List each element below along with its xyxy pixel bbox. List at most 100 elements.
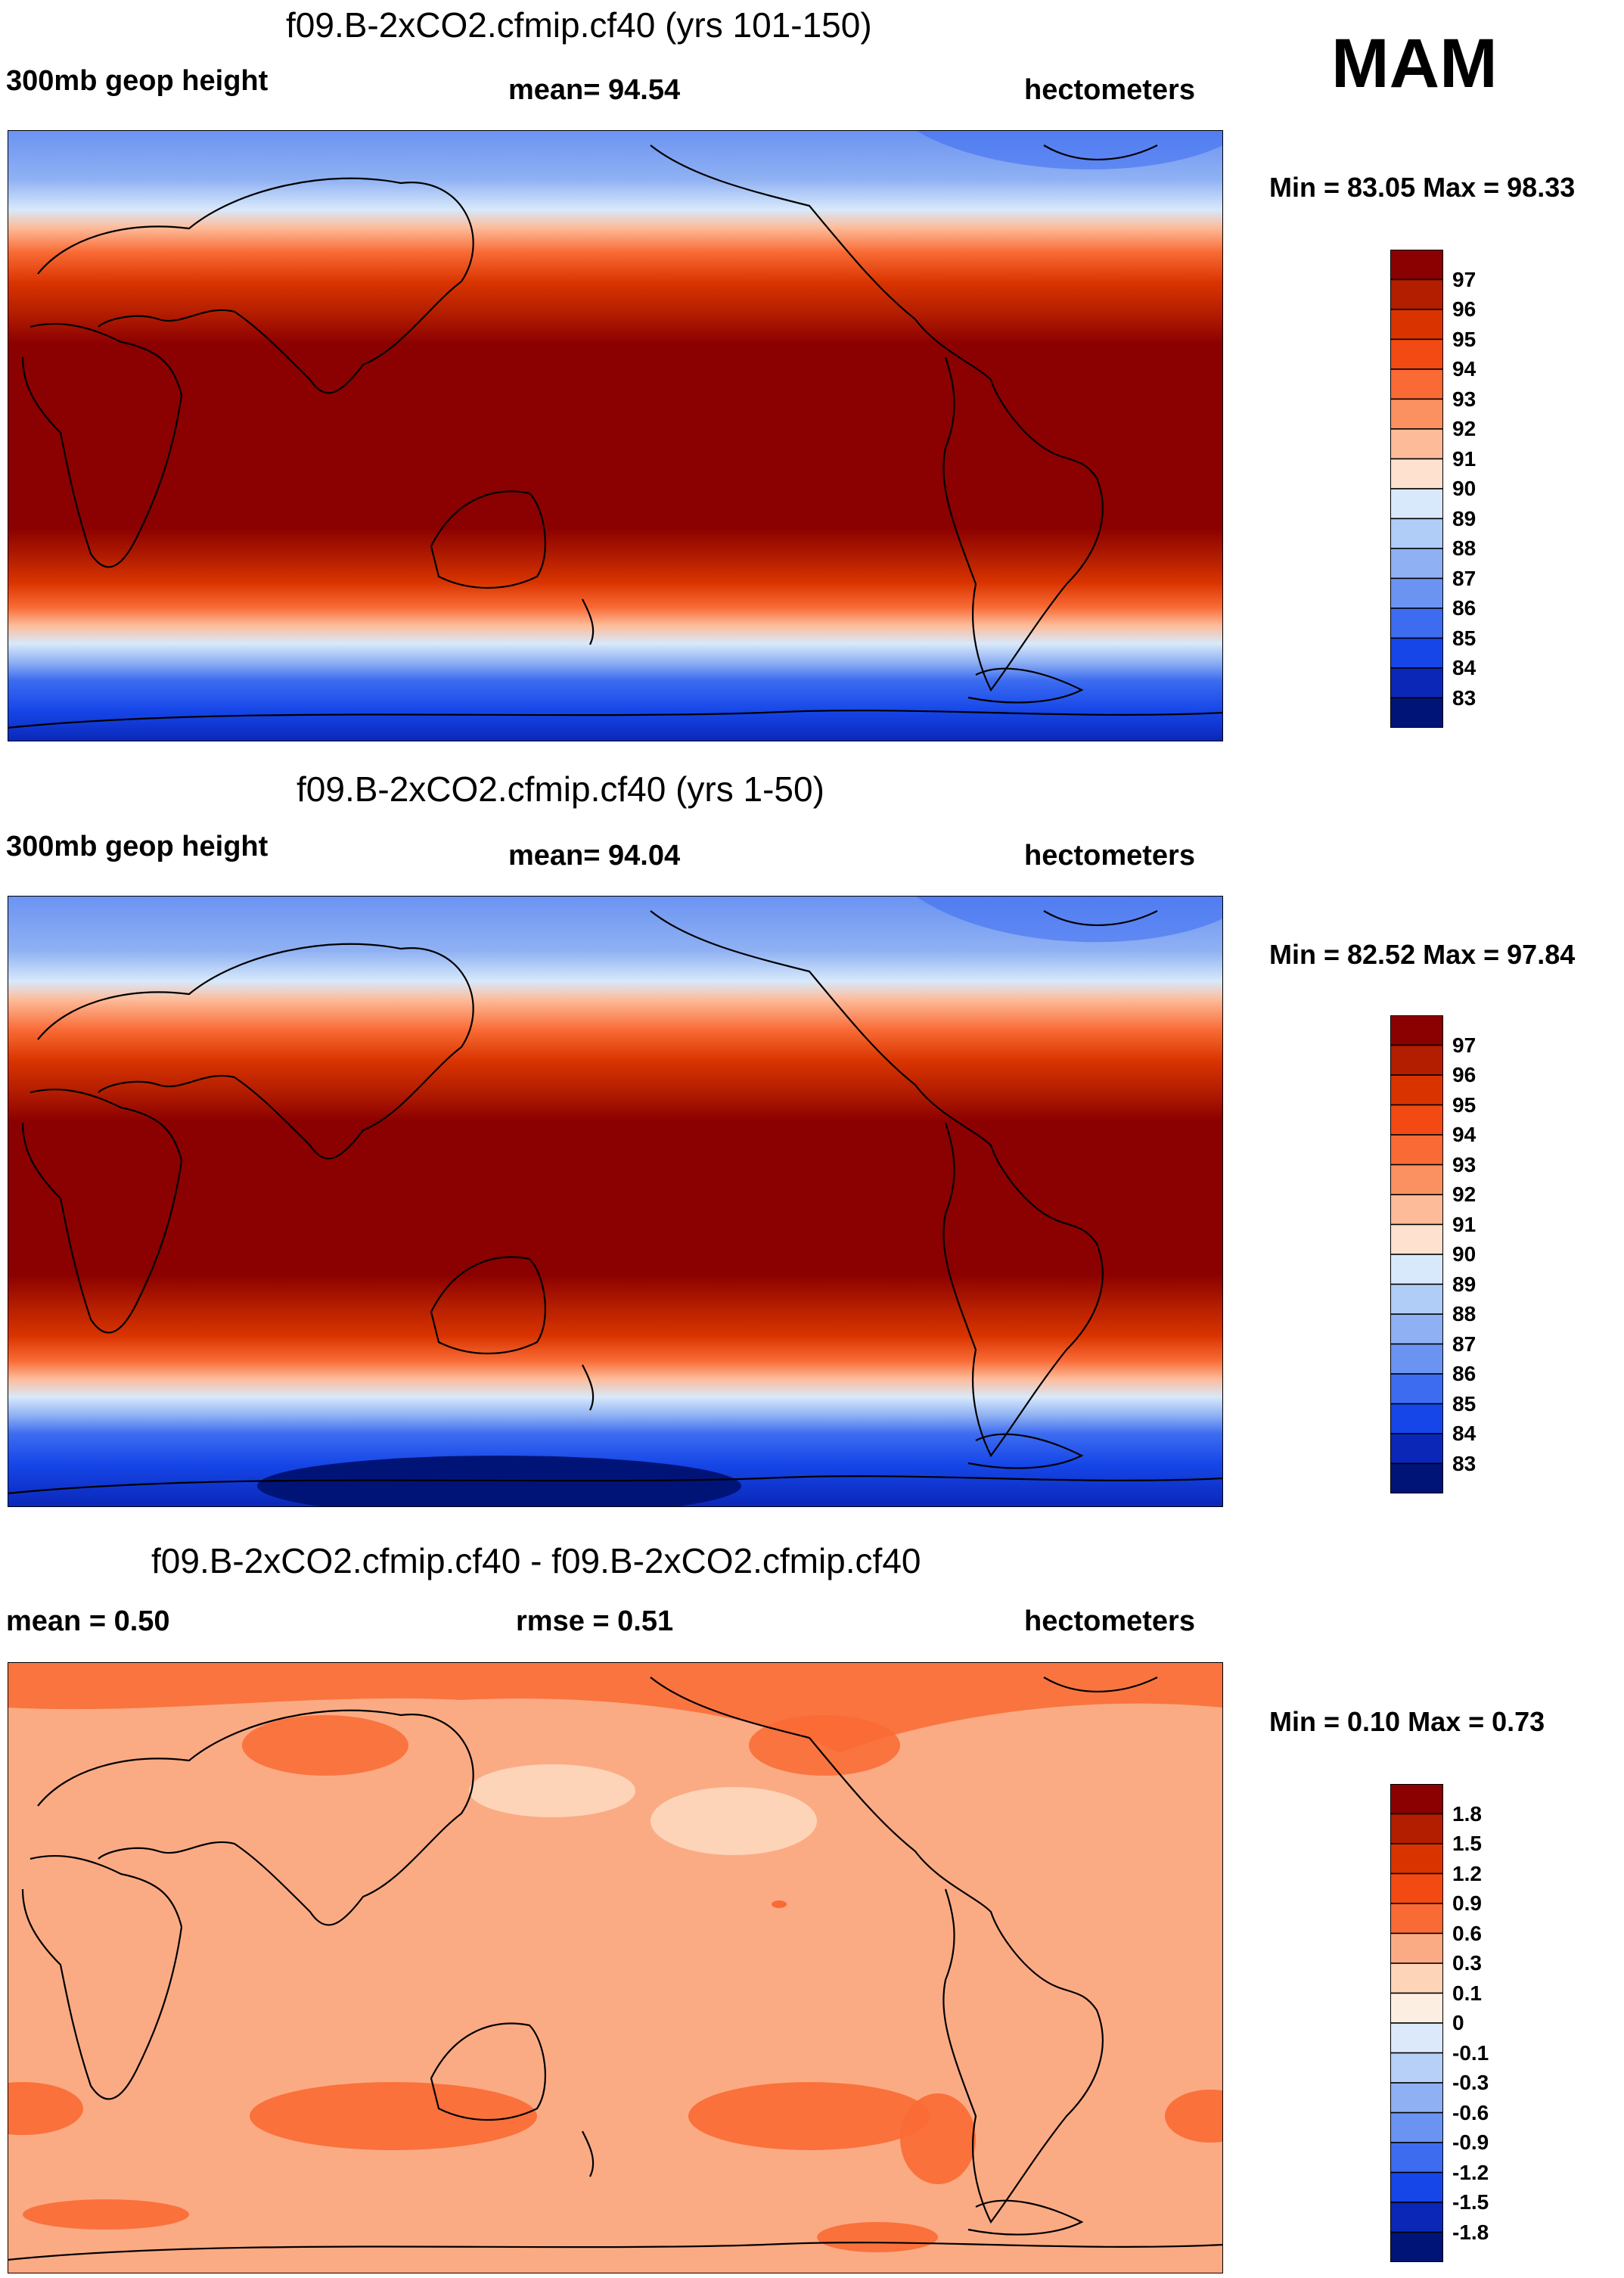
colorbar-box — [1390, 608, 1444, 639]
colorbar-box — [1390, 2231, 1444, 2263]
colorbar-box — [1390, 1283, 1444, 1315]
colorbar-tick-label: 92 — [1452, 1183, 1477, 1206]
colorbar-box — [1390, 1343, 1444, 1375]
colorbar-box — [1390, 398, 1444, 430]
panel-2-colorbar — [1390, 1015, 1444, 1494]
colorbar-tick-label: 94 — [1452, 357, 1477, 381]
colorbar-tick-label: 0.1 — [1452, 1981, 1482, 2005]
colorbar-tick-label: 83 — [1452, 1451, 1477, 1475]
colorbar-tick-label: 89 — [1452, 506, 1477, 530]
colorbar-tick-label: 91 — [1452, 1212, 1477, 1236]
colorbar-box — [1390, 1783, 1444, 1815]
panel-2-units-label: hectometers — [1024, 840, 1195, 872]
colorbar-box — [1390, 2082, 1444, 2114]
colorbar-box — [1390, 1104, 1444, 1136]
colorbar-box — [1390, 1992, 1444, 2024]
colorbar-box — [1390, 278, 1444, 310]
colorbar-box — [1390, 637, 1444, 669]
panel-2-colorbar-svg — [1390, 1015, 1444, 1494]
panel-2-title: f09.B-2xCO2.cfmip.cf40 (yrs 1-50) — [297, 769, 824, 809]
colorbar-box — [1390, 338, 1444, 370]
colorbar-box — [1390, 1963, 1444, 1994]
colorbar-box — [1390, 2022, 1444, 2054]
colorbar-tick-label: 89 — [1452, 1272, 1477, 1296]
colorbar-tick-label: -1.5 — [1452, 2190, 1489, 2214]
colorbar-tick-label: 0.9 — [1452, 1891, 1482, 1915]
panel-3-map-svg — [8, 1662, 1223, 2273]
panel-2-coastlines — [8, 910, 1223, 1495]
colorbar-tick-label: 87 — [1452, 1332, 1477, 1356]
panel-1-map — [8, 130, 1223, 741]
colorbar-box — [1390, 1373, 1444, 1405]
colorbar-tick-label: 91 — [1452, 446, 1477, 471]
colorbar-box — [1390, 2171, 1444, 2203]
panel-2-minmax: Min = 82.52 Max = 97.84 — [1269, 939, 1576, 970]
colorbar-box — [1390, 1164, 1444, 1195]
panel-1-minmax: Min = 83.05 Max = 98.33 — [1269, 172, 1576, 203]
colorbar-tick-label: -0.6 — [1452, 2100, 1489, 2124]
panel-3-colorbar — [1390, 1783, 1444, 2263]
panel-3-title: f09.B-2xCO2.cfmip.cf40 - f09.B-2xCO2.cfm… — [151, 1541, 921, 1580]
colorbar-box — [1390, 1044, 1444, 1076]
colorbar-tick-label: 0 — [1452, 2011, 1464, 2034]
colorbar-tick-label: 83 — [1452, 685, 1477, 710]
colorbar-tick-label: 86 — [1452, 1362, 1477, 1385]
colorbar-tick-label: 88 — [1452, 536, 1477, 560]
colorbar-tick-label: 95 — [1452, 1092, 1477, 1117]
colorbar-box — [1390, 249, 1444, 281]
colorbar-tick-label: -0.3 — [1452, 2071, 1489, 2094]
colorbar-box — [1390, 1433, 1444, 1465]
colorbar-tick-label: 97 — [1452, 1033, 1477, 1057]
colorbar-box — [1390, 1194, 1444, 1226]
colorbar-tick-label: 0.3 — [1452, 1951, 1482, 1975]
colorbar-tick-label: -0.1 — [1452, 2040, 1489, 2065]
panel-3-mean-label: mean = 0.50 — [6, 1605, 170, 1637]
colorbar-tick-label: 93 — [1452, 1152, 1477, 1176]
panel-2-variable-label: 300mb geop height — [6, 831, 269, 862]
panel-2-map-svg — [8, 896, 1223, 1507]
panel-1-colorbar-svg — [1390, 249, 1444, 729]
colorbar-tick-label: 1.2 — [1452, 1861, 1482, 1885]
colorbar-tick-label: 84 — [1452, 656, 1477, 679]
colorbar-box — [1390, 2142, 1444, 2174]
colorbar-box — [1390, 428, 1444, 460]
colorbar-box — [1390, 1074, 1444, 1106]
panel-2-mean-label: mean= 94.04 — [508, 840, 681, 872]
panel-3-coastlines — [8, 1677, 1223, 2261]
colorbar-box — [1390, 458, 1444, 489]
colorbar-tick-label: 87 — [1452, 566, 1477, 590]
colorbar-box — [1390, 309, 1444, 340]
colorbar-tick-label: 1.5 — [1452, 1832, 1482, 1855]
panel-1-coastlines — [8, 145, 1223, 729]
colorbar-box — [1390, 1903, 1444, 1935]
colorbar-box — [1390, 1843, 1444, 1875]
colorbar-tick-label: 93 — [1452, 387, 1477, 411]
colorbar-tick-label: 86 — [1452, 596, 1477, 620]
colorbar-tick-label: 97 — [1452, 267, 1477, 291]
colorbar-box — [1390, 517, 1444, 549]
colorbar-box — [1390, 488, 1444, 520]
colorbar-tick-label: 94 — [1452, 1123, 1477, 1146]
panel-1-map-svg — [8, 130, 1223, 741]
colorbar-box — [1390, 1872, 1444, 1904]
panel-1-variable-label: 300mb geop height — [6, 65, 269, 97]
panel-1-mean-label: mean= 94.54 — [508, 74, 681, 106]
colorbar-tick-label: 90 — [1452, 1242, 1477, 1266]
colorbar-tick-label: 1.8 — [1452, 1801, 1482, 1826]
colorbar-tick-label: 95 — [1452, 327, 1477, 351]
colorbar-box — [1390, 1932, 1444, 1964]
colorbar-box — [1390, 368, 1444, 400]
panel-3-units-label: hectometers — [1024, 1605, 1195, 1637]
colorbar-box — [1390, 1813, 1444, 1844]
colorbar-tick-label: 92 — [1452, 417, 1477, 440]
colorbar-tick-label: 0.6 — [1452, 1921, 1482, 1945]
colorbar-tick-label: 84 — [1452, 1422, 1477, 1445]
colorbar-box — [1390, 667, 1444, 699]
colorbar-tick-label: -0.9 — [1452, 2130, 1489, 2154]
colorbar-box — [1390, 1134, 1444, 1166]
colorbar-tick-label: -1.2 — [1452, 2160, 1489, 2184]
colorbar-box — [1390, 2052, 1444, 2084]
panel-1-colorbar — [1390, 249, 1444, 729]
colorbar-box — [1390, 697, 1444, 729]
colorbar-box — [1390, 1403, 1444, 1434]
